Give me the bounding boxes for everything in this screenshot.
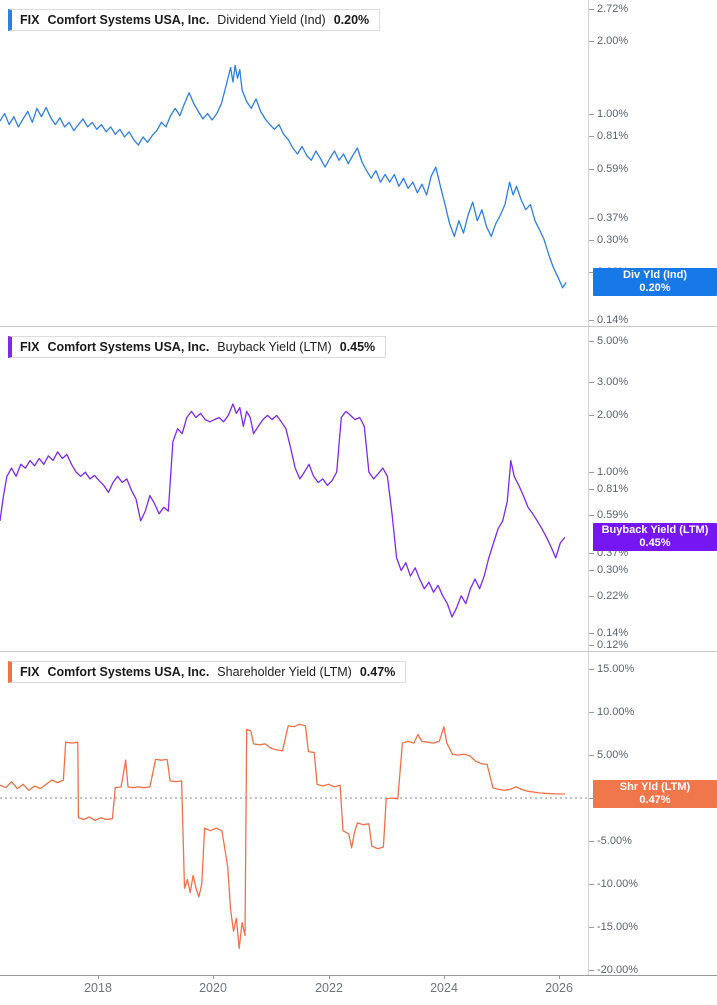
y-tick-label: 5.00% <box>597 335 629 347</box>
y-tick-label: 0.37% <box>597 212 629 224</box>
y-tick-mark <box>588 41 594 42</box>
y-tick-label: 0.14% <box>597 627 629 639</box>
badge-value: 0.47% <box>639 794 671 806</box>
ticker-symbol: FIX <box>20 340 40 354</box>
y-tick-mark <box>588 884 594 885</box>
y-tick-label: -15.00% <box>597 921 638 933</box>
chart-header-shareholder-yield[interactable]: FIX Comfort Systems USA, Inc. Shareholde… <box>8 661 407 683</box>
y-tick-label: 5.00% <box>597 749 629 761</box>
x-tick-mark <box>559 975 560 979</box>
shareholder-yield-chart-canvas[interactable] <box>0 652 588 975</box>
y-tick-label: 2.00% <box>597 409 629 421</box>
y-tick-label: 15.00% <box>597 663 635 675</box>
y-tick-label: 0.81% <box>597 130 629 142</box>
x-tick-mark <box>329 975 330 979</box>
y-tick-mark <box>588 489 594 490</box>
y-tick-label: 0.14% <box>597 314 629 326</box>
x-tick-label: 2026 <box>545 981 573 995</box>
y-tick-label: -5.00% <box>597 835 632 847</box>
company-name: Comfort Systems USA, Inc. <box>47 13 210 27</box>
y-tick-label: 3.00% <box>597 376 629 388</box>
y-tick-mark <box>588 570 594 571</box>
y-tick-label: 1.00% <box>597 466 629 478</box>
badge-label: Shr Yld (LTM) <box>619 781 691 793</box>
metric-value: 0.20% <box>333 13 370 27</box>
y-tick-label: 2.00% <box>597 35 629 47</box>
y-tick-mark <box>588 970 594 971</box>
y-tick-mark <box>588 633 594 634</box>
y-tick-mark <box>588 341 594 342</box>
badge-label: Div Yld (Ind) <box>623 269 687 281</box>
buyback-yield-chart-canvas[interactable] <box>0 327 588 651</box>
axis-separator-line <box>588 0 589 975</box>
y-tick-label: -20.00% <box>597 964 638 976</box>
x-tick-label: 2022 <box>315 981 343 995</box>
metric-value: 0.47% <box>359 665 396 679</box>
y-tick-mark <box>588 114 594 115</box>
y-tick-label: 10.00% <box>597 706 635 718</box>
ticker-symbol: FIX <box>20 665 40 679</box>
y-tick-mark <box>588 645 594 646</box>
y-tick-label: -10.00% <box>597 878 638 890</box>
y-tick-mark <box>588 553 594 554</box>
y-tick-mark <box>588 136 594 137</box>
y-tick-mark <box>588 169 594 170</box>
y-tick-label: 0.59% <box>597 163 629 175</box>
panel-divider-2 <box>0 651 717 652</box>
last-value-badge-dividend-yield: Div Yld (Ind) 0.20% <box>593 268 717 296</box>
y-tick-mark <box>588 755 594 756</box>
last-value-badge-buyback-yield: Buyback Yield (LTM) 0.45% <box>593 523 717 551</box>
y-tick-mark <box>588 841 594 842</box>
y-tick-mark <box>588 415 594 416</box>
metric-name: Buyback Yield (LTM) <box>217 340 332 354</box>
series-line <box>0 403 566 618</box>
series-line <box>0 723 565 950</box>
y-tick-label: 0.30% <box>597 234 629 246</box>
y-tick-label: 1.00% <box>597 108 629 120</box>
y-tick-mark <box>588 382 594 383</box>
y-tick-label: 0.30% <box>597 564 629 576</box>
y-tick-mark <box>588 927 594 928</box>
metric-name: Dividend Yield (Ind) <box>217 13 326 27</box>
y-tick-mark <box>588 240 594 241</box>
last-value-badge-shareholder-yield: Shr Yld (LTM) 0.47% <box>593 780 717 808</box>
x-tick-label: 2020 <box>199 981 227 995</box>
metric-name: Shareholder Yield (LTM) <box>217 665 352 679</box>
x-tick-label: 2018 <box>84 981 112 995</box>
company-name: Comfort Systems USA, Inc. <box>47 665 210 679</box>
y-tick-mark <box>588 218 594 219</box>
x-tick-mark <box>213 975 214 979</box>
y-tick-label: 0.81% <box>597 483 629 495</box>
metric-value: 0.45% <box>339 340 376 354</box>
dividend-yield-chart-canvas[interactable] <box>0 0 588 326</box>
badge-label: Buyback Yield (LTM) <box>601 524 709 536</box>
y-tick-mark <box>588 472 594 473</box>
x-axis-line <box>0 975 717 976</box>
y-tick-mark <box>588 798 594 799</box>
y-tick-mark <box>588 596 594 597</box>
badge-value: 0.20% <box>639 282 671 294</box>
y-tick-label: 0.12% <box>597 639 629 651</box>
y-tick-label: 2.72% <box>597 3 629 15</box>
y-tick-mark <box>588 515 594 516</box>
badge-value: 0.45% <box>639 537 671 549</box>
panel-divider-1 <box>0 326 717 327</box>
company-name: Comfort Systems USA, Inc. <box>47 340 210 354</box>
chart-header-dividend-yield[interactable]: FIX Comfort Systems USA, Inc. Dividend Y… <box>8 9 381 31</box>
x-tick-mark <box>98 975 99 979</box>
y-tick-mark <box>588 669 594 670</box>
y-tick-label: 0.59% <box>597 509 629 521</box>
chart-header-buyback-yield[interactable]: FIX Comfort Systems USA, Inc. Buyback Yi… <box>8 336 387 358</box>
x-tick-mark <box>444 975 445 979</box>
series-line <box>0 64 567 289</box>
ticker-symbol: FIX <box>20 13 40 27</box>
y-tick-mark <box>588 320 594 321</box>
x-tick-label: 2024 <box>430 981 458 995</box>
y-tick-mark <box>588 712 594 713</box>
y-tick-mark <box>588 272 594 273</box>
y-tick-mark <box>588 9 594 10</box>
y-tick-label: 0.22% <box>597 590 629 602</box>
